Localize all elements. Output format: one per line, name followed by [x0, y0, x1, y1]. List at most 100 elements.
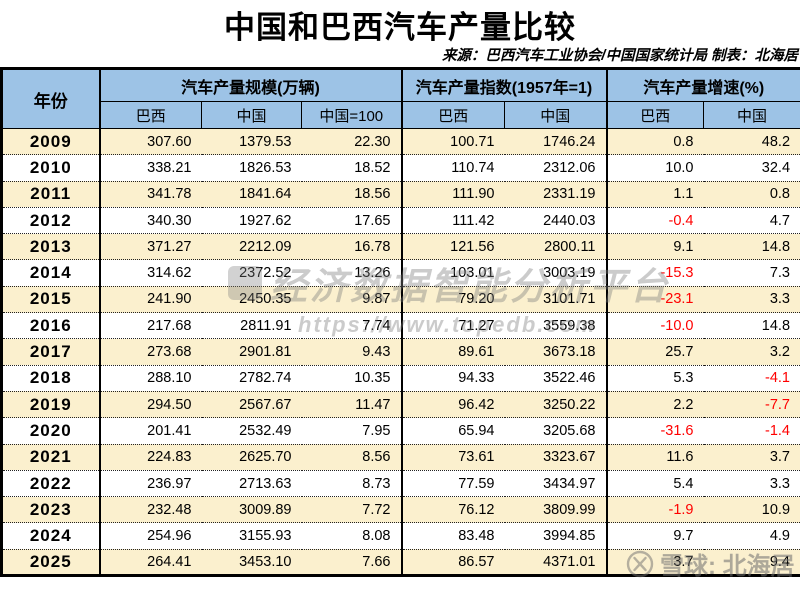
col-header-index-china: 中国: [504, 101, 607, 129]
cell-value: 3.3: [703, 469, 800, 497]
cell-value: 2312.06: [504, 154, 607, 182]
cell-year: 2020: [1, 417, 101, 445]
cell-value: 3205.68: [504, 417, 607, 445]
cell-value: 2782.74: [201, 364, 302, 392]
table-row: 2013 371.27 2212.09 16.78 121.56 2800.11 9.1 14…: [1, 233, 800, 260]
cell-value: 5.4: [605, 469, 704, 497]
table-row: 2015 241.90 2450.35 9.87 79.20 3101.71 -23.1 3.…: [1, 285, 800, 313]
table-row: 2019 294.50 2567.67 11.47 96.42 3250.22 2.2 -7.…: [1, 390, 800, 418]
cell-year: 2019: [1, 390, 101, 418]
col-header-index-brazil: 巴西: [400, 101, 505, 129]
col-header-scale-china: 中国: [201, 101, 302, 129]
table-header: 年份 汽车产量规模(万辆) 汽车产量指数(1957年=1) 汽车产量增速(%) …: [1, 68, 800, 129]
table-row: 2009 307.60 1379.53 22.30 100.71 1746.24 0.8 48…: [1, 128, 800, 155]
cell-value: 314.62: [99, 259, 202, 287]
cell-value: -4.1: [703, 364, 800, 392]
cell-value: 2811.91: [201, 312, 302, 339]
cell-value: -10.0: [605, 312, 704, 339]
cell-year: 2015: [1, 285, 101, 313]
cell-value: 65.94: [400, 417, 505, 445]
cell-value: 3.7: [605, 548, 704, 576]
cell-value: 2450.35: [201, 285, 302, 313]
cell-year: 2011: [1, 180, 101, 208]
cell-value: 3434.97: [504, 469, 607, 497]
cell-year: 2025: [1, 548, 101, 576]
cell-value: 3453.10: [201, 548, 302, 576]
col-group-index: 汽车产量指数(1957年=1): [400, 68, 607, 102]
cell-value: 241.90: [99, 285, 202, 313]
cell-value: 3155.93: [201, 522, 302, 550]
table-row: 2024 254.96 3155.93 8.08 83.48 3994.85 9.7 4.9: [1, 522, 800, 550]
cell-value: 307.60: [99, 128, 202, 155]
header-group-row: 年份 汽车产量规模(万辆) 汽车产量指数(1957年=1) 汽车产量增速(%): [1, 68, 800, 129]
cell-value: -31.6: [605, 417, 704, 445]
cell-value: 2440.03: [504, 206, 607, 234]
cell-value: 14.8: [703, 233, 800, 260]
cell-value: 25.7: [605, 338, 704, 366]
table-row: 2014 314.62 2372.52 13.26 103.01 3003.19 -15.3…: [1, 259, 800, 287]
table-row: 2022 236.97 2713.63 8.73 77.59 3434.97 5.4 3.3: [1, 469, 800, 497]
cell-value: 9.7: [605, 522, 704, 550]
cell-value: 2212.09: [201, 233, 302, 260]
cell-value: 2532.49: [201, 417, 302, 445]
table-row: 2011 341.78 1841.64 18.56 111.90 2331.19 1.1 0.…: [1, 180, 800, 208]
cell-value: 79.20: [400, 285, 505, 313]
cell-value: 111.90: [400, 180, 505, 208]
header-sub-row: 巴西 中国 中国=100 巴西 中国 巴西 中国: [2, 101, 800, 129]
cell-value: 224.83: [99, 443, 202, 471]
cell-value: 341.78: [99, 180, 202, 208]
table-row: 2020 201.41 2532.49 7.95 65.94 3205.68 -31.6 -1…: [1, 417, 800, 445]
cell-value: 89.61: [400, 338, 505, 366]
cell-value: 338.21: [99, 154, 202, 182]
cell-value: 71.27: [400, 312, 505, 339]
cell-value: 3.7: [703, 443, 800, 471]
cell-value: 1841.64: [201, 180, 302, 208]
cell-value: 110.74: [400, 154, 505, 182]
cell-value: 2625.70: [201, 443, 302, 471]
cell-value: 2331.19: [504, 180, 607, 208]
cell-value: 3003.19: [504, 259, 607, 287]
cell-value: 17.65: [301, 206, 402, 234]
cell-value: 8.73: [301, 469, 402, 497]
cell-value: 83.48: [400, 522, 505, 550]
cell-value: 340.30: [99, 206, 202, 234]
cell-value: 5.3: [605, 364, 704, 392]
cell-value: 121.56: [400, 233, 505, 260]
cell-value: 2.2: [605, 390, 704, 418]
cell-value: 14.8: [703, 312, 800, 339]
cell-value: 201.41: [99, 417, 202, 445]
cell-value: 3323.67: [504, 443, 607, 471]
cell-value: 86.57: [400, 548, 505, 576]
col-header-scale-brazil: 巴西: [99, 101, 202, 129]
cell-value: 10.0: [605, 154, 704, 182]
cell-value: 11.6: [605, 443, 704, 471]
col-header-growth-brazil: 巴西: [605, 101, 704, 129]
col-group-scale: 汽车产量规模(万辆): [99, 68, 402, 102]
cell-value: 3009.89: [201, 496, 302, 523]
cell-value: -1.9: [605, 496, 704, 523]
table-row: 2017 273.68 2901.81 9.43 89.61 3673.18 25.7 3.2: [1, 338, 800, 366]
cell-value: 7.95: [301, 417, 402, 445]
cell-value: 3673.18: [504, 338, 607, 366]
cell-value: 10.9: [703, 496, 800, 523]
cell-value: 9.4: [703, 548, 800, 576]
table-row: 2012 340.30 1927.62 17.65 111.42 2440.03 -0.4 4…: [1, 206, 800, 234]
table-row: 2010 338.21 1826.53 18.52 110.74 2312.06 10.0 3…: [1, 154, 800, 182]
cell-value: 1927.62: [201, 206, 302, 234]
cell-value: 48.2: [703, 128, 800, 155]
table-row: 2025 264.41 3453.10 7.66 86.57 4371.01 3.7 9.4: [1, 548, 800, 576]
cell-value: 0.8: [703, 180, 800, 208]
cell-value: 3994.85: [504, 522, 607, 550]
cell-year: 2023: [1, 496, 101, 523]
cell-value: 3250.22: [504, 390, 607, 418]
cell-value: -23.1: [605, 285, 704, 313]
cell-value: 16.78: [301, 233, 402, 260]
cell-value: 1746.24: [504, 128, 607, 155]
cell-value: 2800.11: [504, 233, 607, 260]
cell-value: 73.61: [400, 443, 505, 471]
cell-year: 2014: [1, 259, 101, 287]
cell-value: 7.74: [301, 312, 402, 339]
cell-value: 232.48: [99, 496, 202, 523]
cell-value: -7.7: [703, 390, 800, 418]
cell-value: 1826.53: [201, 154, 302, 182]
